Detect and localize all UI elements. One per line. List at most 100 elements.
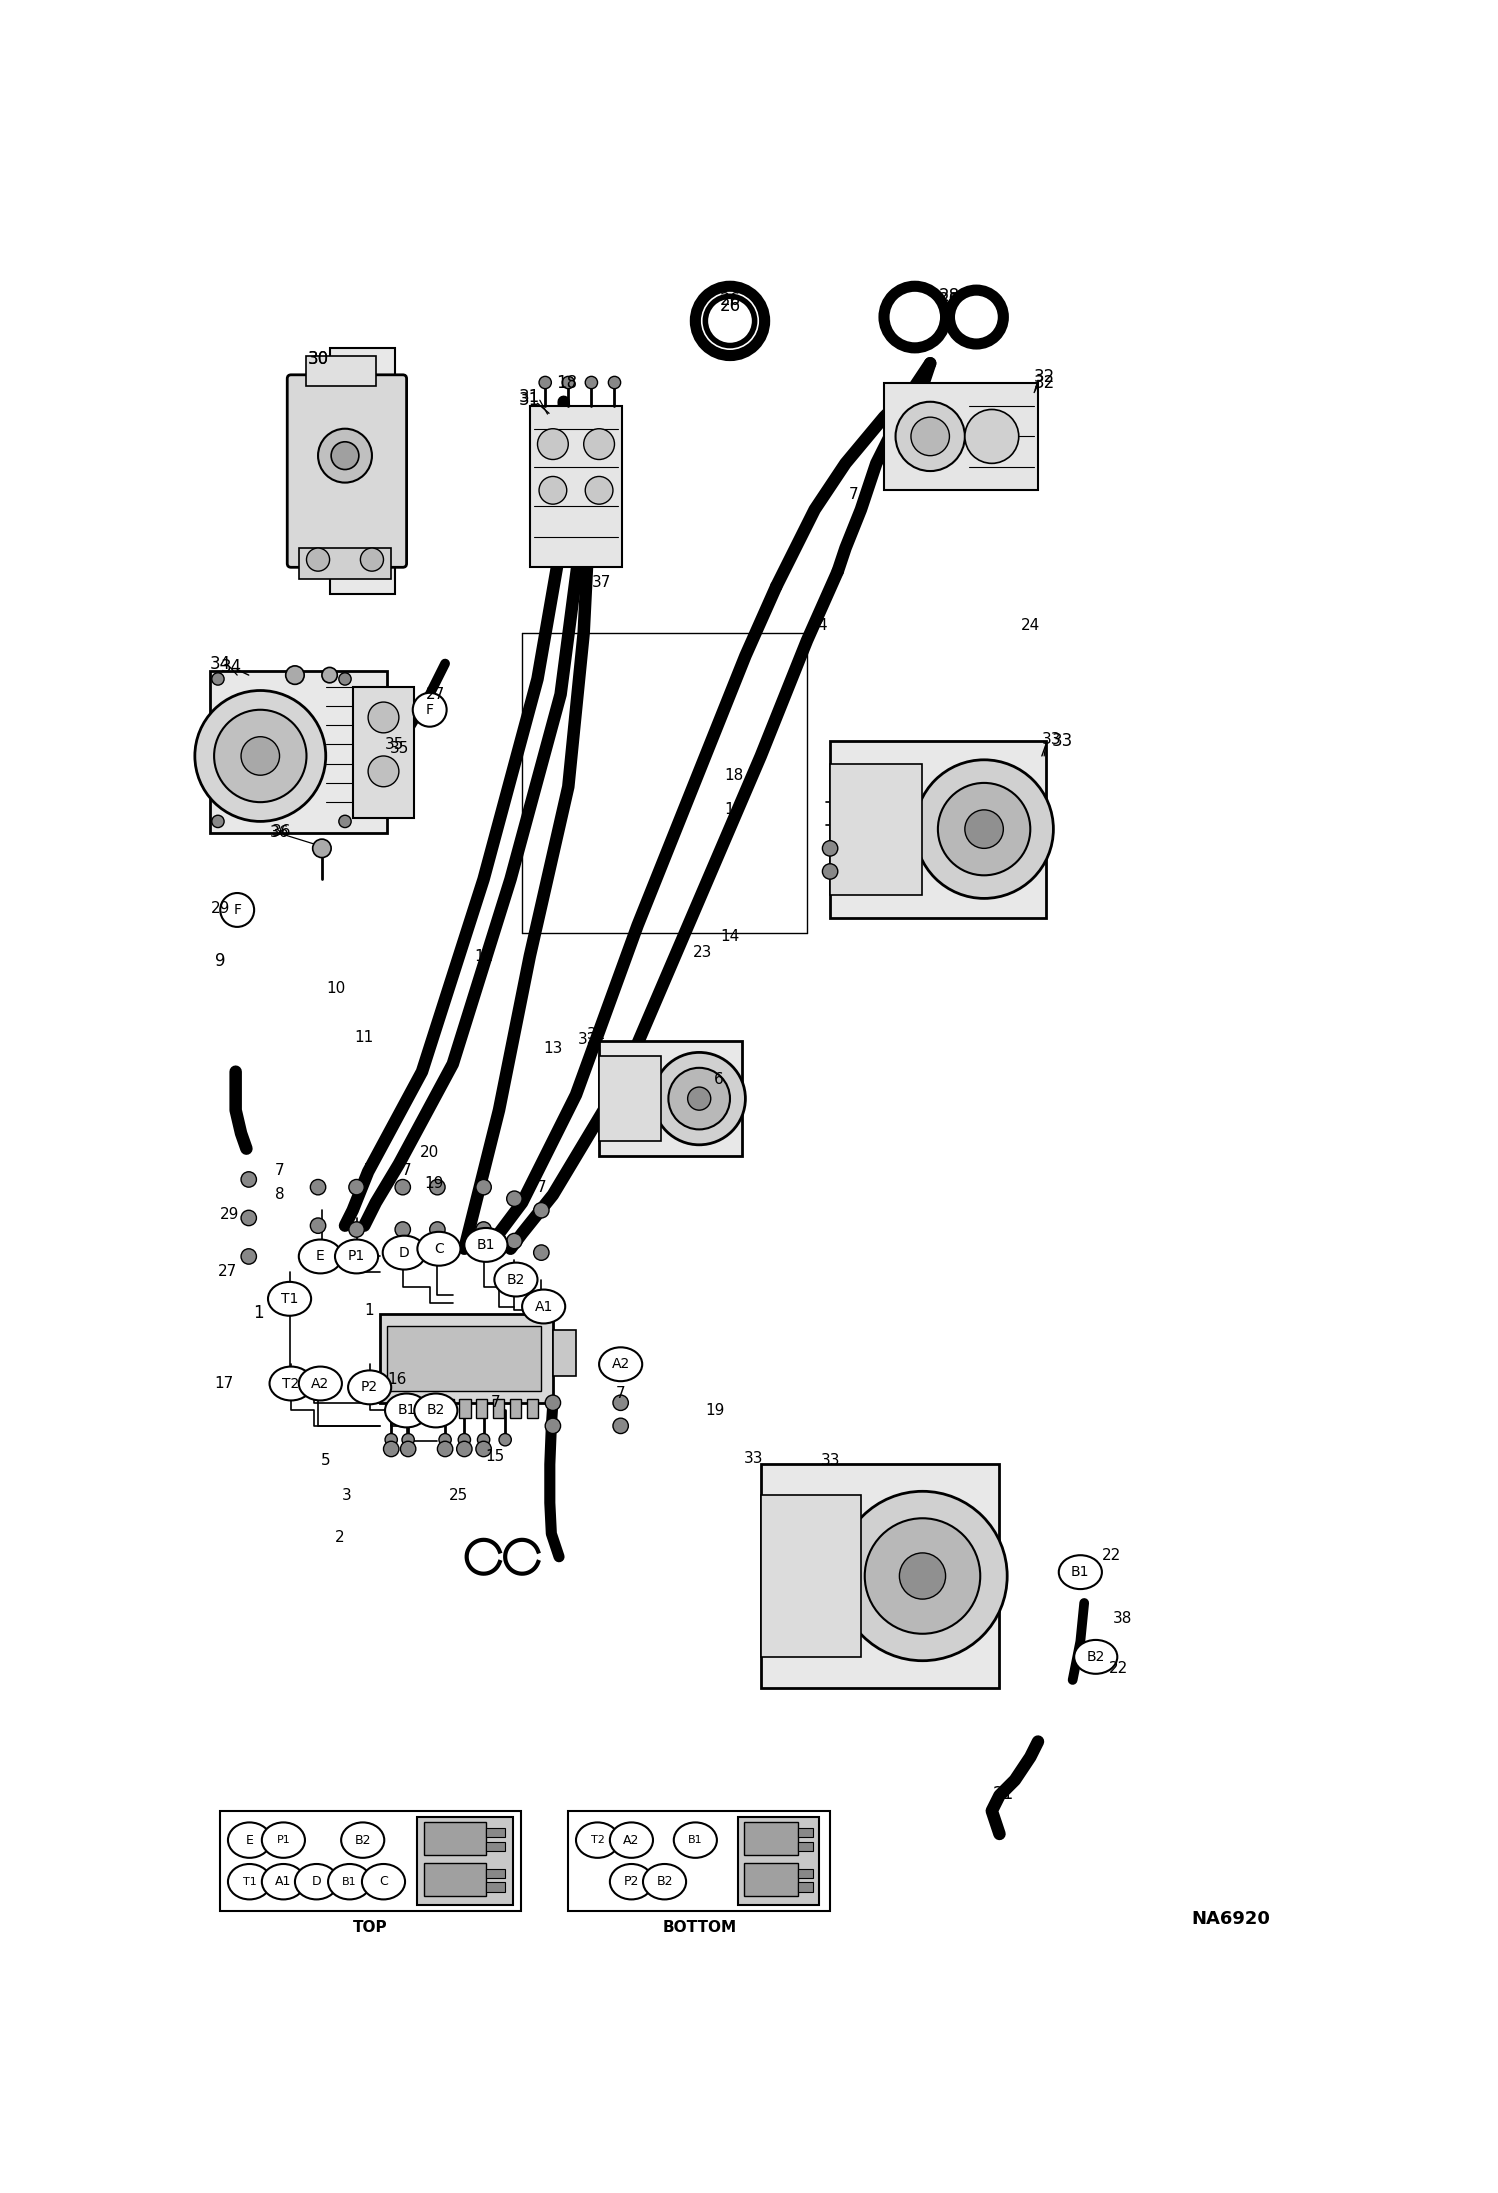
FancyBboxPatch shape — [288, 375, 406, 568]
Text: B2: B2 — [355, 1833, 372, 1847]
Text: B1: B1 — [343, 1877, 357, 1886]
Circle shape — [822, 840, 837, 855]
Bar — [798, 1868, 813, 1877]
Ellipse shape — [385, 1393, 428, 1428]
Circle shape — [653, 1053, 746, 1145]
Bar — [761, 1465, 999, 1689]
Text: D: D — [398, 1246, 409, 1259]
Circle shape — [915, 759, 1053, 899]
Text: 36: 36 — [271, 825, 291, 840]
Text: 30: 30 — [307, 351, 328, 368]
Text: B1: B1 — [397, 1404, 416, 1417]
Text: 26: 26 — [719, 292, 740, 309]
Bar — [485, 1868, 505, 1877]
Bar — [379, 1314, 553, 1404]
Text: C: C — [434, 1241, 443, 1257]
Text: 20: 20 — [419, 1145, 439, 1160]
Circle shape — [310, 1180, 325, 1195]
Text: 32: 32 — [1034, 373, 1055, 393]
Circle shape — [331, 441, 360, 469]
Text: 33: 33 — [821, 1454, 840, 1467]
Circle shape — [395, 1222, 410, 1237]
Text: 26: 26 — [719, 296, 740, 314]
Circle shape — [965, 809, 1004, 849]
Circle shape — [959, 300, 993, 333]
Text: 5: 5 — [321, 1454, 331, 1467]
Text: 24: 24 — [1020, 618, 1040, 632]
Ellipse shape — [610, 1864, 653, 1899]
Ellipse shape — [262, 1822, 306, 1857]
Text: 12: 12 — [473, 950, 493, 963]
Text: 31: 31 — [520, 388, 541, 406]
Ellipse shape — [363, 1864, 404, 1899]
Text: F: F — [234, 904, 241, 917]
Circle shape — [864, 1518, 980, 1634]
Text: 11: 11 — [355, 1029, 374, 1044]
Bar — [599, 1042, 742, 1156]
Circle shape — [195, 691, 325, 822]
Circle shape — [695, 287, 764, 355]
Circle shape — [349, 1180, 364, 1195]
Text: D: D — [312, 1875, 321, 1888]
Circle shape — [911, 417, 950, 456]
Ellipse shape — [270, 1366, 313, 1401]
Text: 14: 14 — [721, 930, 740, 945]
Bar — [442, 1399, 454, 1419]
Text: 10: 10 — [327, 980, 346, 996]
Circle shape — [458, 1434, 470, 1445]
Text: 27: 27 — [219, 1265, 238, 1279]
Bar — [798, 1827, 813, 1838]
Circle shape — [584, 428, 614, 461]
Circle shape — [385, 1434, 397, 1445]
Circle shape — [899, 1553, 945, 1599]
Circle shape — [499, 1434, 511, 1445]
Text: F: F — [425, 702, 434, 717]
Circle shape — [476, 1180, 491, 1195]
Text: 13: 13 — [544, 1042, 563, 1057]
Circle shape — [538, 428, 568, 461]
Circle shape — [938, 783, 1031, 875]
Text: 1: 1 — [253, 1303, 264, 1322]
Ellipse shape — [523, 1289, 565, 1322]
Text: 32: 32 — [1034, 368, 1055, 386]
Ellipse shape — [577, 1822, 619, 1857]
Text: C: C — [379, 1875, 388, 1888]
Circle shape — [401, 1434, 415, 1445]
Text: 22: 22 — [1101, 1548, 1121, 1564]
Circle shape — [214, 711, 307, 803]
Text: 29: 29 — [220, 1206, 240, 1222]
Text: 36: 36 — [270, 825, 289, 840]
Text: B2: B2 — [656, 1875, 673, 1888]
Ellipse shape — [268, 1283, 312, 1316]
Bar — [220, 1811, 521, 1910]
Text: 7: 7 — [616, 1386, 626, 1401]
Text: 19: 19 — [706, 1404, 724, 1419]
Bar — [458, 1399, 470, 1419]
Bar — [352, 686, 415, 818]
Ellipse shape — [643, 1864, 686, 1899]
Bar — [424, 1864, 485, 1895]
Text: T2: T2 — [590, 1836, 605, 1844]
Text: P2: P2 — [623, 1875, 640, 1888]
Bar — [485, 1882, 505, 1893]
Text: 27: 27 — [427, 686, 445, 702]
Circle shape — [706, 296, 755, 346]
Bar — [530, 406, 622, 568]
Bar — [485, 1842, 505, 1851]
Circle shape — [439, 1434, 451, 1445]
Text: T2: T2 — [283, 1377, 300, 1390]
Circle shape — [400, 1441, 416, 1456]
Text: B1: B1 — [688, 1836, 703, 1844]
Text: 37: 37 — [592, 575, 611, 590]
Circle shape — [457, 1441, 472, 1456]
Text: 32: 32 — [577, 1033, 596, 1046]
Circle shape — [506, 1191, 523, 1206]
Text: A2: A2 — [312, 1377, 330, 1390]
Circle shape — [950, 289, 1004, 344]
Bar — [307, 355, 376, 386]
Ellipse shape — [1074, 1640, 1118, 1673]
Ellipse shape — [348, 1371, 391, 1404]
Text: B2: B2 — [506, 1272, 526, 1287]
Circle shape — [437, 1441, 452, 1456]
Bar — [798, 1842, 813, 1851]
